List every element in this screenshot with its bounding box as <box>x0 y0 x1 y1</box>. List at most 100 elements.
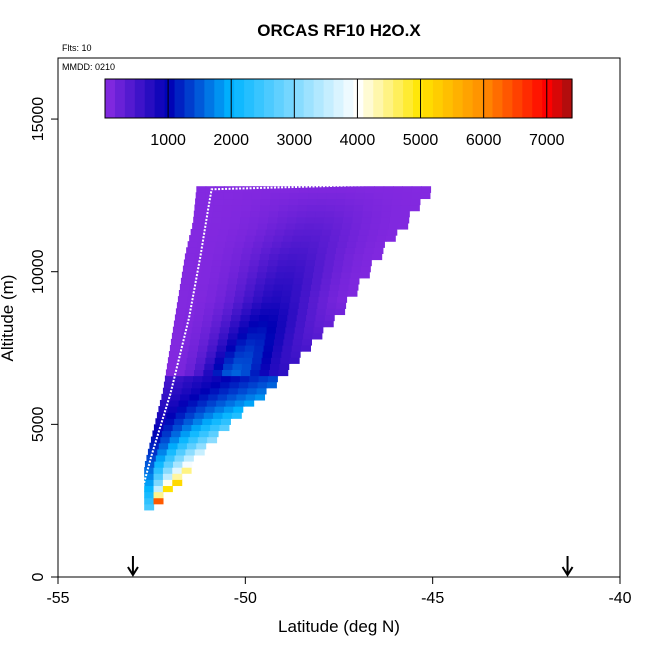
heatmap-cell <box>246 277 257 285</box>
heatmap-cell <box>363 204 374 212</box>
heatmap-cell <box>234 241 245 248</box>
colorbar-swatch <box>323 79 335 118</box>
heatmap-cell <box>354 247 365 254</box>
heatmap-cell <box>299 296 310 303</box>
heatmap-cell <box>177 406 188 413</box>
heatmap-cell <box>207 344 218 352</box>
heatmap-cell <box>270 192 281 200</box>
colorbar-swatch <box>542 79 553 118</box>
heatmap-cell <box>172 473 183 480</box>
heatmap-cell <box>223 192 234 200</box>
heatmap-cell <box>191 424 202 432</box>
heatmap-cell <box>346 186 357 193</box>
heatmap-cell <box>346 241 357 248</box>
heatmap-cell <box>202 375 213 383</box>
heatmap-cell <box>270 198 280 206</box>
heatmap-cell <box>254 344 265 352</box>
heatmap-cell <box>269 253 280 261</box>
heatmap-cell <box>205 406 216 413</box>
heatmap-cell <box>218 332 229 340</box>
heatmap-cell <box>304 265 315 273</box>
heatmap-cell <box>328 290 339 297</box>
heatmap-cell <box>191 387 201 395</box>
heatmap-cell <box>311 283 321 291</box>
heatmap-cell <box>241 363 252 370</box>
heatmap-cell <box>220 222 231 230</box>
heatmap-cell <box>260 198 271 206</box>
heatmap-cell <box>290 241 301 248</box>
heatmap-cell <box>278 253 289 261</box>
colorbar-swatch <box>353 79 364 118</box>
heatmap-cell <box>175 412 186 419</box>
heatmap-cell <box>221 259 232 267</box>
colorbar-swatch <box>105 79 116 118</box>
heatmap-cell <box>174 375 185 383</box>
heatmap-cell <box>258 320 269 328</box>
heatmap-cell <box>252 296 263 303</box>
heatmap-cell <box>277 216 288 224</box>
heatmap-cell <box>306 204 317 212</box>
heatmap-cell <box>241 204 252 212</box>
colorbar-swatch <box>254 79 265 118</box>
heatmap-cell <box>201 265 212 273</box>
heatmap-cell <box>276 320 287 328</box>
heatmap-cell <box>295 265 306 273</box>
heatmap-cell <box>175 369 186 377</box>
heatmap-cell <box>287 314 298 322</box>
heatmap-cell <box>290 296 301 303</box>
heatmap-cell <box>421 186 432 193</box>
heatmap-cell <box>173 320 184 328</box>
heatmap-cell <box>242 357 253 364</box>
heatmap-cell <box>264 235 275 242</box>
heatmap-cell <box>177 357 188 364</box>
heatmap-cell <box>339 283 350 291</box>
heatmap-cell <box>250 369 261 377</box>
heatmap-cell <box>206 241 217 248</box>
heatmap-cell <box>161 393 172 401</box>
heatmap-cell <box>221 375 232 383</box>
heatmap-cell <box>372 253 383 261</box>
heatmap-cell <box>271 241 282 248</box>
heatmap-cell <box>247 326 258 334</box>
heatmap-cell <box>270 357 281 364</box>
heatmap-cell <box>352 216 363 224</box>
heatmap-cell <box>214 406 225 413</box>
colorbar-swatch <box>244 79 255 118</box>
heatmap-cell <box>411 192 422 200</box>
heatmap-cell <box>320 283 331 291</box>
heatmap-cell <box>286 259 297 267</box>
heatmap-cell <box>210 381 221 389</box>
colorbar-swatch <box>512 79 523 118</box>
heatmap-cell <box>162 467 173 474</box>
colorbar-swatch <box>333 79 345 118</box>
heatmap-cell <box>279 198 290 206</box>
heatmap-cell <box>270 302 281 309</box>
heatmap-cell <box>324 314 335 322</box>
heatmap-cell <box>297 204 308 212</box>
heatmap-cell <box>307 308 317 316</box>
heatmap-layer <box>144 186 432 511</box>
heatmap-cell <box>222 412 233 419</box>
heatmap-cell <box>219 326 230 334</box>
heatmap-cell <box>228 228 239 236</box>
latitude-markers <box>127 556 574 577</box>
heatmap-cell <box>410 198 421 206</box>
heatmap-cell <box>200 387 211 395</box>
heatmap-cell <box>182 381 193 389</box>
heatmap-cell <box>351 265 362 273</box>
heatmap-cell <box>277 259 288 267</box>
heatmap-cell <box>289 302 300 309</box>
heatmap-cell <box>359 228 370 236</box>
heatmap-cell <box>323 222 334 230</box>
heatmap-cell <box>162 485 173 493</box>
heatmap-cell <box>209 332 220 340</box>
colorbar-tick-label: 6000 <box>466 132 502 149</box>
heatmap-cell <box>161 430 172 438</box>
marker-arrow-head <box>561 566 574 577</box>
heatmap-cell <box>206 351 217 358</box>
heatmap-cell <box>248 265 259 273</box>
heatmap-cell <box>222 308 233 316</box>
heatmap-cell <box>373 247 384 254</box>
heatmap-cell <box>241 308 252 316</box>
heatmap-cell <box>391 198 402 206</box>
